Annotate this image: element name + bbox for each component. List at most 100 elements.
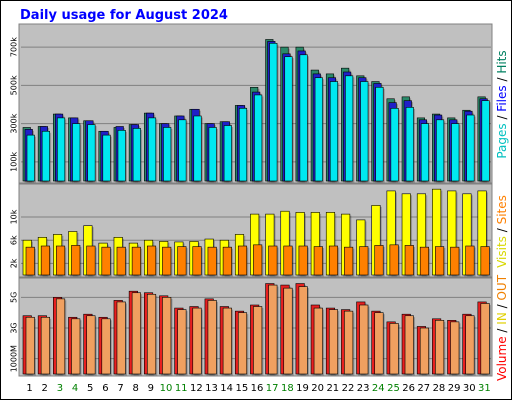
- visits-bar-sites: [344, 246, 354, 276]
- legend-right: Pages / Files / Hits Visits / Sites Volume…: [495, 50, 509, 381]
- visits-yticks: 2k 6k 10k: [10, 209, 19, 268]
- volume-bar-in: [374, 312, 384, 375]
- hits-legend-part: Pages: [495, 123, 509, 158]
- visits-bar-sites: [131, 246, 141, 276]
- day-label: 26: [402, 383, 415, 394]
- visits-ytick-label: 2k: [10, 258, 19, 268]
- visits-bar-sites: [40, 245, 50, 276]
- day-label: 27: [417, 383, 430, 394]
- volume-bar-in: [177, 309, 187, 375]
- volume-bars: [22, 283, 491, 376]
- volume-legend-label: Volume / IN / OUT: [495, 274, 509, 381]
- hits-bar-pages: [345, 75, 354, 182]
- volume-bar-in: [404, 315, 414, 375]
- hits-bar-pages: [360, 81, 369, 182]
- day-label: 10: [160, 383, 173, 394]
- visits-bar-sites: [86, 245, 96, 276]
- hits-bar-pages: [72, 123, 81, 182]
- volume-panel: 1000M 3G 5G: [10, 277, 493, 377]
- day-label: 3: [57, 383, 63, 394]
- volume-bar-in: [465, 315, 475, 375]
- visits-legend-part: /: [495, 224, 509, 236]
- day-label: 29: [448, 383, 461, 394]
- day-label: 11: [175, 383, 188, 394]
- hits-ytick-label: 100k: [10, 152, 19, 172]
- hits-bar-pages: [193, 115, 202, 182]
- visits-bar-sites: [237, 245, 248, 276]
- hits-bar-pages: [420, 123, 429, 182]
- hits-ytick-label: 300k: [10, 113, 19, 133]
- day-label: 5: [87, 383, 93, 394]
- volume-bar-in: [40, 316, 50, 375]
- visits-bar-sites: [253, 244, 263, 276]
- volume-bar-in: [237, 312, 248, 375]
- hits-bar-pages: [147, 117, 157, 182]
- volume-bar-in: [162, 297, 172, 375]
- volume-bar-in: [101, 318, 111, 375]
- volume-legend-part: /: [495, 325, 509, 337]
- visits-bar-sites: [25, 246, 35, 276]
- visits-legend-part: Sites: [495, 195, 509, 224]
- hits-bar-pages: [436, 119, 445, 182]
- visits-ytick-label: 6k: [10, 235, 19, 245]
- day-label: 9: [148, 383, 154, 394]
- day-label: 19: [296, 383, 309, 394]
- day-label: 8: [133, 383, 139, 394]
- day-label: 21: [326, 383, 339, 394]
- visits-legend-part: Visits: [495, 236, 509, 268]
- visits-bar-sites: [162, 246, 172, 276]
- visits-bar-sites: [268, 245, 278, 276]
- volume-bar-in: [298, 286, 308, 375]
- hits-bar-pages: [481, 100, 490, 182]
- visits-ytick-label: 10k: [10, 209, 19, 224]
- x-axis-day-labels: 1 2 3 4 5 6 7 8 9 10 11 12 13 14 15 16 17 18 19 20 21 22 23 24 2…: [26, 383, 490, 394]
- visits-bar-sites: [465, 245, 475, 276]
- volume-bar-in: [71, 318, 81, 375]
- hits-bars: [22, 39, 491, 183]
- visits-bar-sites: [419, 246, 429, 276]
- chart-title: Daily usage for August 2024: [20, 8, 228, 23]
- volume-legend-part: OUT: [495, 274, 509, 300]
- day-label: 17: [266, 383, 279, 394]
- hits-bar-pages: [269, 42, 278, 182]
- volume-bar-in: [313, 307, 323, 375]
- hits-legend-part: Hits: [495, 50, 509, 73]
- volume-bar-in: [253, 306, 263, 375]
- volume-legend-part: Volume: [495, 336, 509, 381]
- visits-bar-sites: [389, 244, 399, 276]
- volume-legend-part: IN: [495, 312, 509, 325]
- visits-bar-sites: [480, 246, 490, 276]
- volume-yticks: 1000M 3G 5G: [10, 292, 19, 373]
- hits-ytick-label: 700k: [10, 37, 19, 57]
- visits-bar-sites: [450, 246, 460, 276]
- volume-bar-in: [328, 309, 339, 375]
- hits-bar-pages: [284, 56, 293, 182]
- visits-bar-sites: [146, 245, 157, 276]
- volume-legend-part: /: [495, 301, 509, 313]
- visits-legend-label: Visits / Sites: [495, 195, 509, 268]
- hits-legend-label: Pages / Files / Hits: [495, 50, 509, 158]
- day-label: 20: [311, 383, 324, 394]
- day-label: 30: [463, 383, 476, 394]
- hits-bar-pages: [26, 134, 35, 182]
- hits-legend-part: /: [495, 112, 509, 124]
- hits-ytick-label: 500k: [10, 75, 19, 95]
- visits-bar-sites: [71, 245, 81, 276]
- hits-legend-part: /: [495, 74, 509, 86]
- visits-bar-sites: [283, 245, 293, 276]
- visits-bar-sites: [404, 245, 414, 276]
- volume-bar-in: [359, 304, 369, 375]
- hits-bar-pages: [254, 94, 263, 182]
- visits-bar-sites: [359, 246, 369, 276]
- hits-panel: 100k 300k 500k 700k: [10, 23, 493, 184]
- day-label: 14: [220, 383, 233, 394]
- hits-bar-pages: [223, 125, 232, 182]
- visits-bar-sites: [435, 246, 445, 276]
- visits-bar-sites: [313, 246, 323, 276]
- visits-bar-sites: [222, 246, 232, 276]
- visits-bar-sites: [116, 246, 126, 276]
- volume-ytick-label: 5G: [10, 292, 19, 303]
- volume-bar-in: [283, 287, 293, 375]
- day-label: 7: [117, 383, 123, 394]
- volume-ytick-label: 3G: [10, 322, 19, 333]
